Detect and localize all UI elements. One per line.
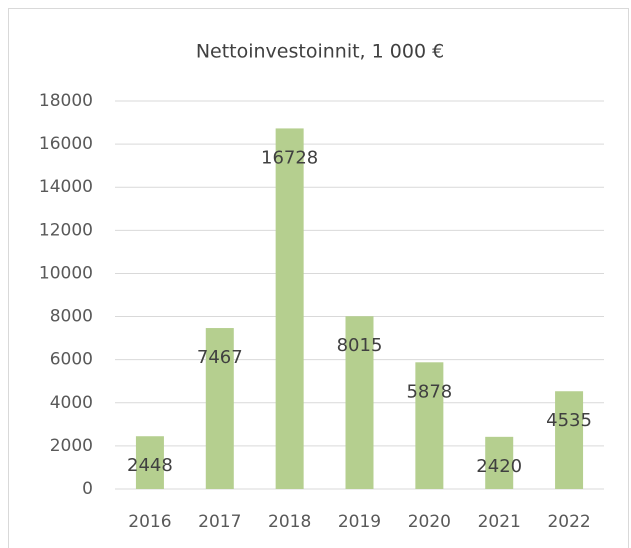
data-label: 2420 [476,456,522,477]
bar [345,316,374,489]
y-tick-label: 18000 [39,91,93,111]
y-tick-label: 6000 [50,350,93,370]
x-tick-label: 2018 [268,512,311,532]
x-tick-label: 2017 [198,512,241,532]
data-label: 16728 [261,147,318,168]
y-tick-label: 2000 [50,436,93,456]
bar [415,362,444,489]
bar [135,436,164,489]
data-label: 8015 [337,335,383,356]
data-label: 2448 [127,455,173,476]
x-tick-label: 2020 [408,512,451,532]
x-tick-label: 2022 [547,512,590,532]
x-tick-label: 2016 [128,512,171,532]
y-tick-label: 4000 [50,393,93,413]
y-tick-label: 0 [82,479,93,499]
y-tick-label: 10000 [39,263,93,283]
y-tick-label: 12000 [39,220,93,240]
data-label: 7467 [197,347,243,368]
data-label: 5878 [406,381,452,402]
y-tick-label: 16000 [39,134,93,154]
data-label: 4535 [546,410,592,431]
chart-title: Nettoinvestoinnit, 1 000 € [196,41,444,63]
y-tick-label: 14000 [39,177,93,197]
x-tick-label: 2019 [338,512,381,532]
x-tick-label: 2021 [478,512,521,532]
chart-frame [8,8,629,548]
bar [275,128,304,489]
bar [555,391,584,489]
bar [205,328,234,489]
bar [485,436,514,489]
y-tick-label: 8000 [50,307,93,327]
